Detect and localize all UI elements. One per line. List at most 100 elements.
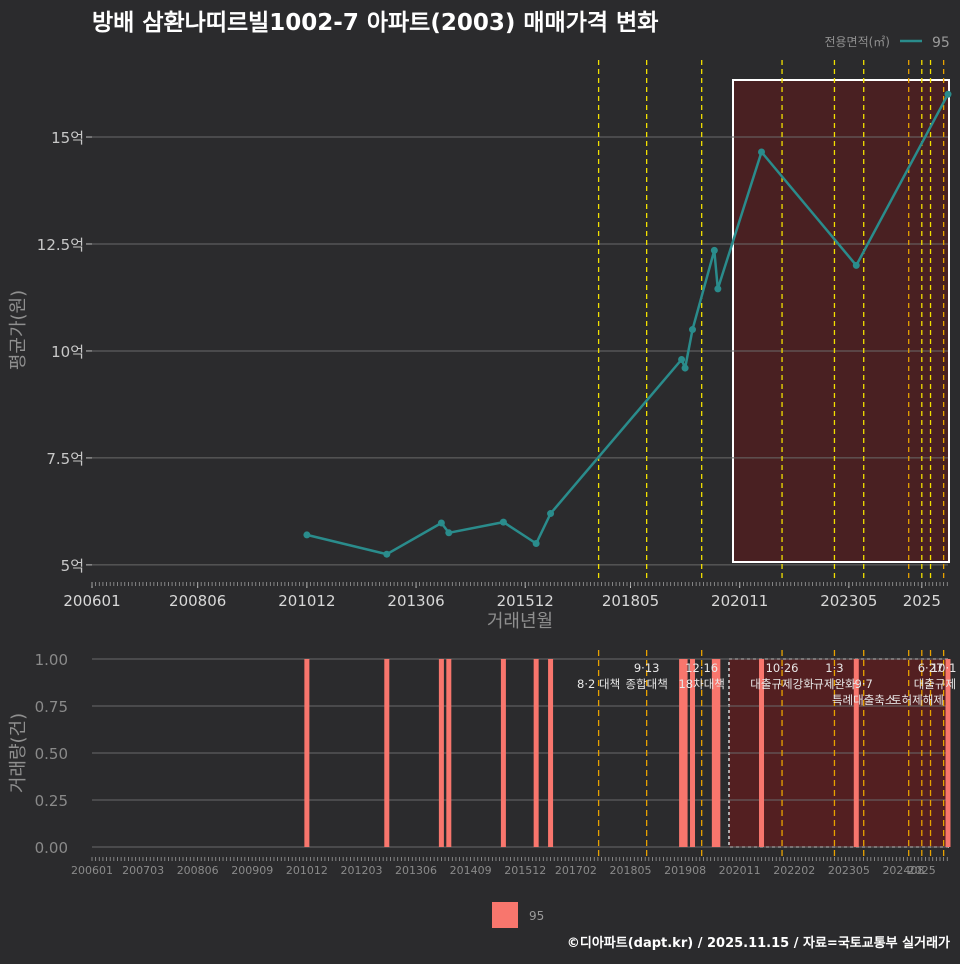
price-series [303,90,952,558]
policy-annotation: 종합대책 [625,677,667,691]
price-point [681,364,689,372]
volume-bar [715,659,721,847]
legend-bar-swatch [492,902,518,928]
price-x-axis-label: 거래년월 [487,611,553,632]
price-y-tick-label: 7.5억 [46,450,84,468]
volume-x-tick-label: 202011 [719,864,761,877]
policy-annotation: 18차대책 [678,677,724,691]
price-point [852,261,860,269]
policy-annotation: 1·3 [825,661,843,675]
volume-y-tick-label: 0.50 [35,745,68,763]
volume-x-tick-label: 200601 [71,864,113,877]
volume-x-tick-label: 201512 [504,864,546,877]
price-y-tick-label: 15억 [51,129,84,147]
volume-x-tick-label: 202202 [773,864,815,877]
volume-bar [711,659,717,847]
policy-annotation: 대출규제강화 [750,677,814,691]
price-x-tick-label: 201012 [278,592,335,610]
volume-x-tick-label: 201409 [450,864,492,877]
volume-x-tick-label: 201908 [664,864,706,877]
price-point [499,518,507,526]
volume-x-tick-label: 201805 [609,864,651,877]
policy-annotation: 10·26 [766,661,799,675]
volume-x-tick-label: 200806 [177,864,219,877]
volume-bar [679,659,685,847]
volume-x-tick-label: 202305 [828,864,870,877]
price-y-axis-label: 평균가(원) [8,290,29,370]
volume-bar [945,659,951,847]
policy-annotation: 9·7 [855,677,873,691]
price-point [445,529,453,537]
price-x-minor-ticks [91,582,948,586]
volume-x-tick-label: 2025 [908,864,936,877]
price-gridlines [92,136,948,566]
volume-x-tick-label: 200909 [231,864,273,877]
policy-annotation: 12·16 [685,661,718,675]
volume-bar [690,659,696,847]
policy-annotation: 10·1 [931,661,957,675]
volume-bar [533,659,539,847]
volume-x-minor-ticks [91,857,948,861]
price-point [678,356,686,364]
volume-bar [384,659,390,847]
volume-x-tick-label: 201702 [555,864,597,877]
price-point [303,531,311,539]
volume-x-tick-label: 201012 [286,864,328,877]
volume-bar [304,659,310,847]
price-x-tick-label: 200806 [169,592,226,610]
policy-annotation: 대출규제 [914,677,956,691]
price-point [437,519,445,527]
price-legend: 전용면적(㎡) 95 [824,35,949,51]
volume-x-ticks: 200601 200703 200806 200909 201012 201203 2013… [71,864,936,877]
price-panel: 5억 7.5억 10억 12.5억 15억 200601 200806 201012 2013… [8,35,952,632]
price-y-tick-label: 10억 [51,343,84,361]
policy-annotation: 특례대출축소 [832,693,895,707]
volume-legend-label: 95 [529,909,544,923]
price-point [714,285,722,293]
policy-annotation: 8·2 대책 [577,677,620,691]
price-point [758,148,766,156]
price-x-ticks: 200601 200806 201012 201306 201512 201805 2020… [63,582,941,610]
price-x-tick-label: 201512 [497,592,554,610]
volume-gridlines [92,658,948,848]
volume-y-tick-label: 0.75 [35,698,68,716]
volume-bar [853,659,859,847]
volume-y-tick-label: 1.00 [35,651,68,669]
price-point [547,510,555,518]
price-x-tick-label: 202305 [820,592,877,610]
chart-title: 방배 삼환나띠르빌1002-7 아파트(2003) 매매가격 변화 [92,10,658,36]
volume-bars [304,659,951,847]
volume-bar [759,659,765,847]
volume-bar [446,659,452,847]
volume-policy-lines [597,650,945,856]
volume-x-tick-label: 201203 [340,864,382,877]
policy-annotation: 9·13 [634,661,660,675]
price-point [689,326,697,334]
volume-x-tick-label: 202408 [882,864,924,877]
price-y-ticks: 5억 7.5억 10억 12.5억 15억 [37,129,92,575]
price-y-tick-label: 12.5억 [37,236,84,254]
volume-bar [548,659,554,847]
volume-bar [438,659,444,847]
price-x-tick-label: 201306 [387,592,444,610]
volume-y-ticks: 0.00 0.25 0.50 0.75 1.00 [35,651,68,857]
volume-y-tick-label: 0.25 [35,792,68,810]
volume-y-axis-label: 거래량(건) [8,713,29,793]
volume-bar [682,659,688,847]
price-x-tick-label: 202011 [711,592,768,610]
source-footer: ©디아파트(dapt.kr) / 2025.11.15 / 자료=국토교통부 실… [567,935,950,951]
policy-annotations: 8·2 대책 9·13 종합대책 12·16 18차대책 10·26 대출규제강화 1·3 규제… [577,661,956,707]
legend-label: 95 [932,35,950,51]
volume-bar [500,659,506,847]
price-x-tick-label: 2025 [903,592,941,610]
price-x-tick-label: 200601 [63,592,120,610]
price-policy-lines [597,60,945,582]
price-point [383,550,391,558]
volume-panel: 8·2 대책 9·13 종합대책 12·16 18차대책 10·26 대출규제강화 1·3 규제… [8,650,956,928]
policy-annotation: 6·27 [918,661,944,675]
policy-annotation: 규제완화 [813,677,856,691]
price-point [532,539,540,547]
volume-x-tick-label: 201306 [395,864,437,877]
